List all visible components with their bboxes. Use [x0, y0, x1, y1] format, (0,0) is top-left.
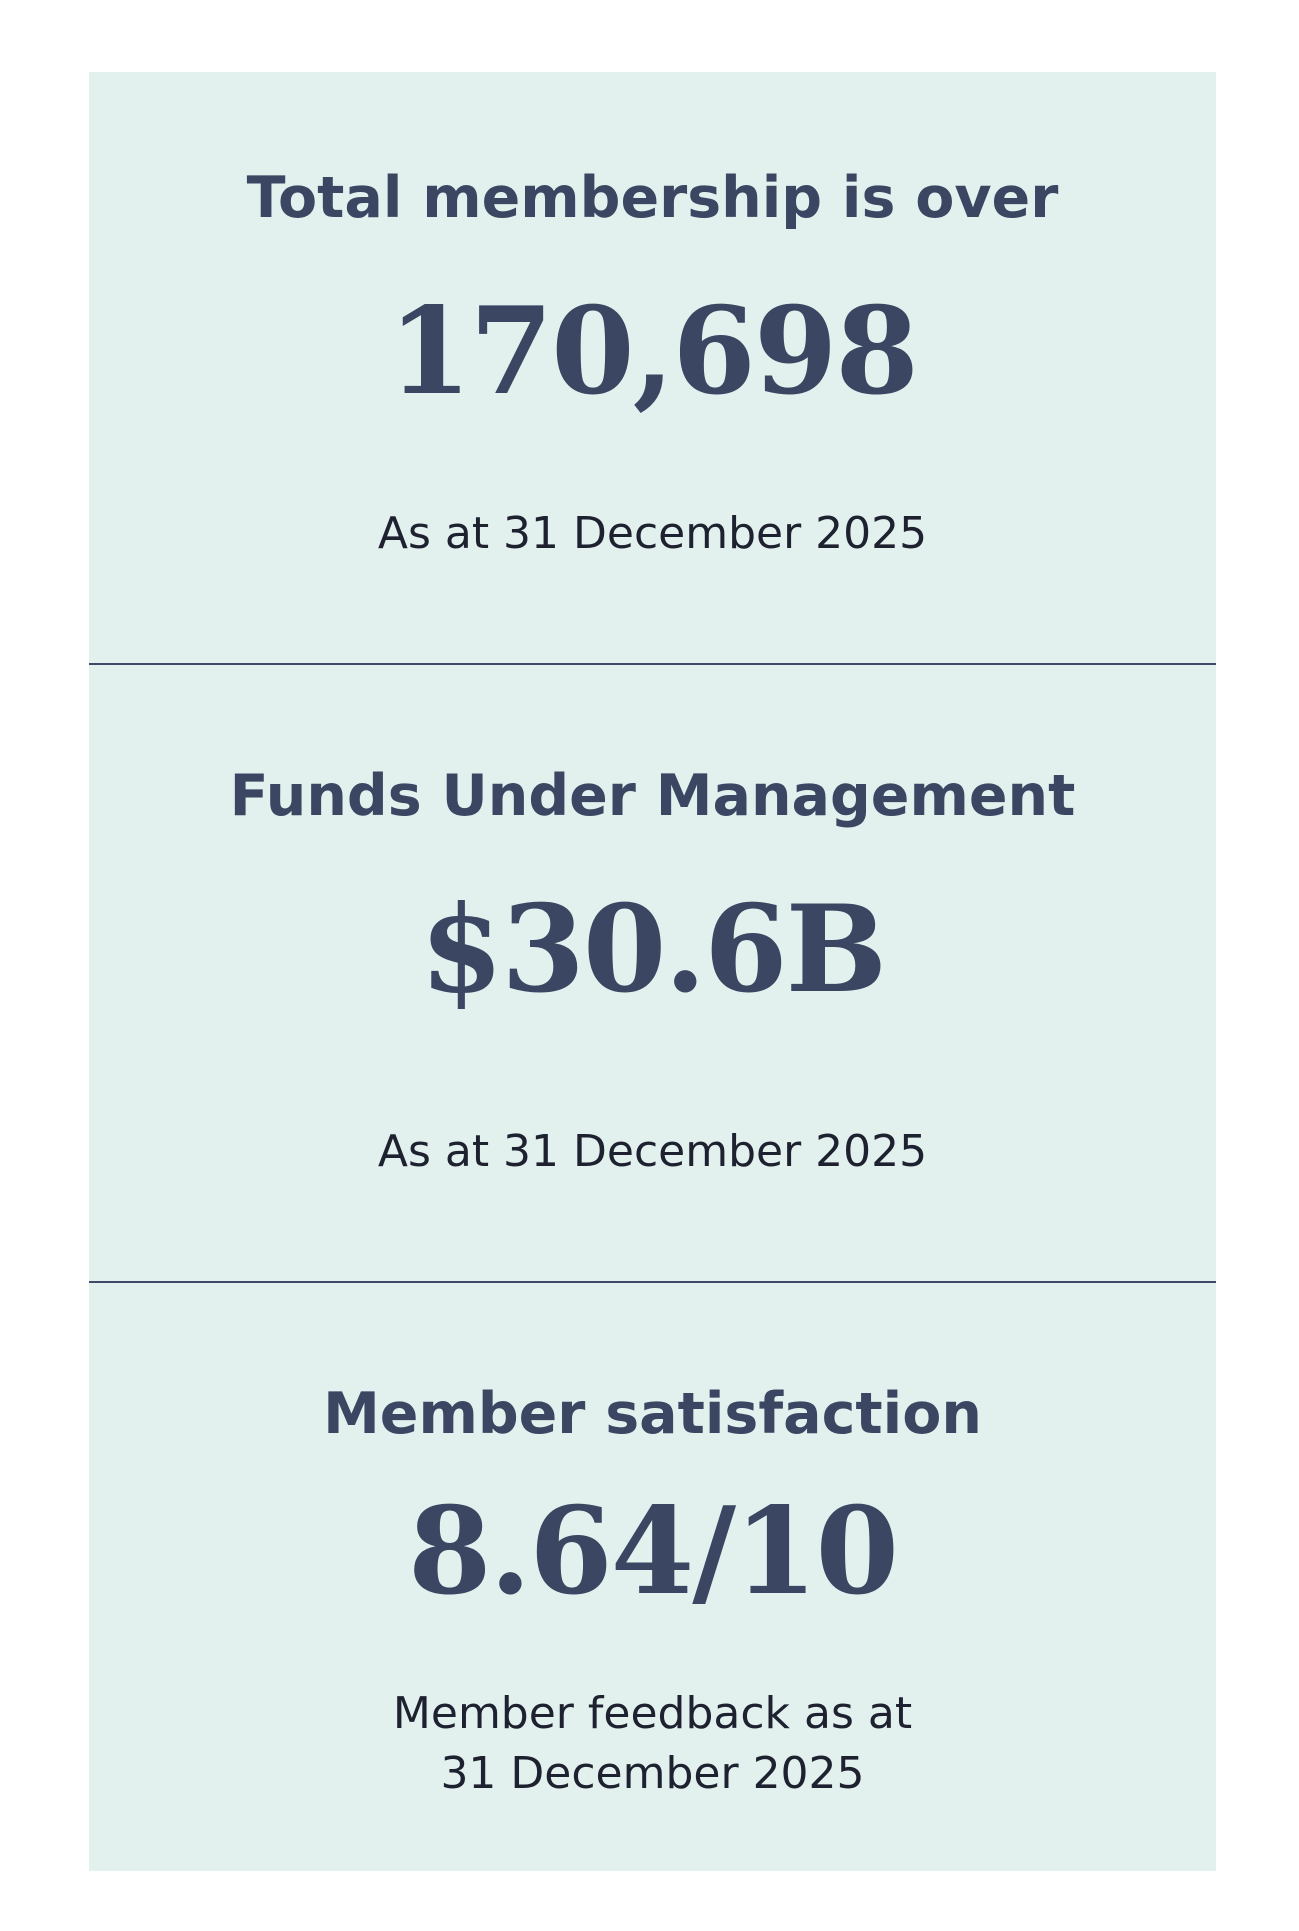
- satisfaction-note-line2: 31 December 2025: [440, 1748, 865, 1799]
- stats-card: Total membership is over 170,698 As at 3…: [89, 72, 1216, 1871]
- funds-value: $30.6B: [419, 879, 887, 1020]
- funds-note: As at 31 December 2025: [377, 1126, 928, 1177]
- membership-value: 170,698: [388, 281, 919, 422]
- section-divider: [89, 1281, 1216, 1283]
- membership-note: As at 31 December 2025: [377, 508, 928, 559]
- section-divider: [89, 663, 1216, 665]
- funds-heading: Funds Under Management: [229, 763, 1076, 829]
- membership-heading: Total membership is over: [246, 165, 1059, 231]
- satisfaction-heading: Member satisfaction: [323, 1381, 982, 1447]
- satisfaction-note-line1: Member feedback as at: [392, 1688, 913, 1739]
- satisfaction-value: 8.64/10: [407, 1481, 899, 1622]
